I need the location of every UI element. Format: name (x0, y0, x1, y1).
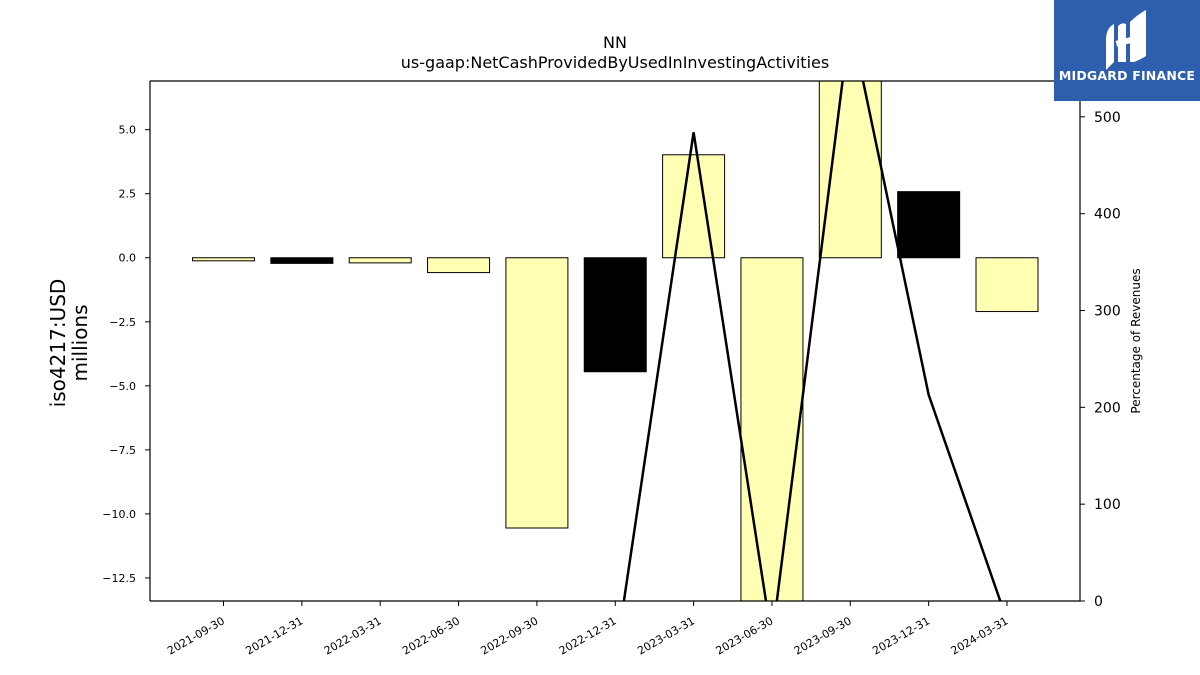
bar-2024-03-31 (975, 257, 1039, 313)
bar-2021-09-30 (192, 257, 255, 262)
y2-tick-label: 300 (1094, 303, 1121, 319)
bar-2022-09-30 (505, 257, 569, 529)
bar-2023-12-31 (897, 191, 961, 259)
y-tick-label: −12.5 (102, 572, 136, 585)
y-axis-label-line: iso4217:USD (46, 279, 70, 408)
y-tick-label: 0.0 (119, 252, 137, 265)
x-tick-label: 2023-09-30 (792, 614, 854, 657)
y2-axis-label: Percentage of Revenues (1129, 268, 1143, 413)
logo-mark-icon (1106, 10, 1146, 70)
y-tick-label: 2.5 (119, 188, 137, 201)
midgard-finance-logo: MIDGARD FINANCE (1054, 0, 1200, 101)
bar-2022-12-31 (583, 257, 647, 373)
bar-2022-06-30 (427, 257, 491, 274)
y-axis-label-line: millions (68, 304, 92, 381)
bar-2023-06-30 (740, 257, 804, 601)
plot-area (192, 81, 1039, 601)
x-tick-label: 2022-09-30 (479, 614, 541, 657)
y-tick-label: −2.5 (109, 316, 136, 329)
x-tick-label: 2023-03-31 (635, 614, 697, 657)
x-tick-label: 2022-03-31 (322, 614, 384, 657)
y2-tick-label: 200 (1094, 400, 1121, 416)
y2-tick-label: 0 (1094, 594, 1103, 610)
bar-2021-12-31 (270, 257, 334, 264)
x-tick-label: 2021-12-31 (243, 614, 305, 657)
y-tick-label: −7.5 (109, 444, 136, 457)
line-series-percentage-of-revenues (622, 81, 1002, 601)
y2-tick-label: 100 (1094, 497, 1121, 513)
bar-2022-03-31 (348, 257, 412, 264)
x-tick-label: 2023-12-31 (870, 614, 932, 657)
bar-2023-03-31 (662, 154, 726, 259)
y2-tick-label: 400 (1094, 207, 1121, 223)
x-tick-label: 2023-06-30 (714, 614, 776, 657)
y-axis-label: iso4217:USDmillions (46, 279, 92, 408)
chart-title: NN (603, 33, 627, 52)
x-tick-label: 2024-03-31 (949, 614, 1011, 657)
y-tick-label: −10.0 (102, 508, 136, 521)
x-tick-label: 2022-06-30 (400, 614, 462, 657)
bar-2023-09-30 (818, 81, 882, 259)
y-tick-label: 5.0 (119, 124, 137, 137)
x-tick-label: 2021-09-30 (165, 614, 227, 657)
x-tick-label: 2022-12-31 (557, 614, 619, 657)
logo-text: MIDGARD FINANCE (1058, 68, 1196, 83)
y2-tick-label: 500 (1094, 110, 1121, 126)
chart-subtitle: us-gaap:NetCashProvidedByUsedInInvesting… (400, 53, 830, 72)
y-tick-label: −5.0 (109, 380, 136, 393)
